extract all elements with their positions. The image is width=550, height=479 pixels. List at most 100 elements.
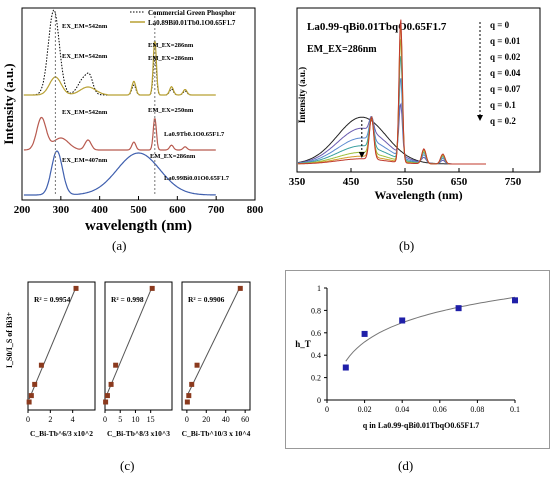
y-tick-label-d: 0	[317, 396, 321, 405]
subplot-frame-c	[181, 281, 251, 411]
annotation-a: EM_EX=250nm	[148, 107, 194, 114]
series-la-bi-tb-line	[23, 41, 216, 96]
caption-c: (c)	[120, 458, 135, 473]
series-la-bi-line	[23, 150, 216, 196]
x-axis-label-d: q in La0.99-qBi0.01TbqO0.65F1.7	[363, 421, 479, 430]
data-point-c	[103, 399, 109, 405]
annotation-a: EX_EM=542nm	[62, 109, 108, 116]
x-axis-label-c: C_Bi-Tb^8/3 x10^3	[107, 429, 170, 438]
annotation-a: La0.9Tb0.1O0.65F1.7	[164, 131, 225, 138]
annotation-a: EM_EX=286nm	[148, 55, 194, 62]
legend-label-b: q = 0	[490, 20, 510, 30]
plot-frame-a	[21, 7, 256, 201]
x-tick-label-b: 350	[289, 176, 306, 188]
data-point-d	[342, 364, 349, 371]
y-axis-label-b: Intensity (a.u.)	[297, 67, 307, 123]
r2-label-c: R² = 0.9954	[34, 295, 71, 304]
x-tick-label-b: 650	[451, 176, 468, 188]
chart-title-b: La0.99-qBi0.01TbqO0.65F1.7	[307, 21, 447, 33]
x-tick-label-c: 5	[118, 415, 122, 424]
y-tick-label-d: 1	[317, 284, 321, 293]
x-axis-label-c: C_Bi-Tb^6/3 x10^2	[30, 429, 93, 438]
caption-a: (a)	[112, 238, 127, 253]
x-tick-label-c: 20	[202, 415, 210, 424]
series-line-b	[298, 116, 486, 165]
data-point-c	[104, 393, 110, 399]
r2-label-c: R² = 0.998	[111, 295, 144, 304]
data-point-d	[512, 297, 518, 304]
x-tick-label-a: 400	[91, 204, 108, 216]
x-tick-label-a: 800	[247, 204, 264, 216]
annotation-a: EX_EM=542nm	[62, 23, 108, 30]
legend-label-commercial: Commercial Green Phosphor	[148, 9, 236, 17]
data-point-c	[237, 285, 243, 291]
arrow-head-470	[358, 152, 365, 158]
y-axis-label-d: h_T	[295, 339, 311, 349]
chart-a: 200 300 400 500 600 700 800 wavelength (nm) Inte…	[1, 7, 264, 234]
y-tick-label-d: 0.2	[311, 374, 321, 383]
data-point-c	[189, 381, 195, 387]
x-tick-label-c: 0	[26, 415, 30, 424]
annotation-a: EX_EM=407nm	[62, 157, 108, 164]
x-axis-label-a: wavelength (nm)	[85, 218, 192, 234]
data-point-d	[455, 305, 462, 312]
annotation-a: EM_EX=286nm	[148, 42, 194, 49]
x-tick-label-d: 0	[325, 405, 329, 414]
series-line-b	[298, 19, 486, 165]
panel-c: I_S0/I_S of Bi3+ 0 2 4 C_Bi-Tb^6/3 x10^2 R² =…	[0, 270, 270, 450]
series-line-b	[298, 39, 486, 165]
series-la-tb-line	[23, 116, 216, 151]
x-tick-label-c: 10	[131, 415, 139, 424]
fit-line-c	[28, 286, 77, 400]
data-point-d	[399, 317, 406, 324]
chart-c: I_S0/I_S of Bi3+ 0 2 4 C_Bi-Tb^6/3 x10^2 R² =…	[5, 281, 251, 438]
data-point-c	[149, 285, 155, 291]
legend-label-b: q = 0.07	[490, 84, 521, 94]
y-axis-label-c: I_S0/I_S of Bi3+	[5, 312, 14, 369]
x-tick-label-c: 15	[147, 415, 155, 424]
plot-frame-b	[296, 7, 541, 173]
x-tick-label-d: 0.1	[510, 405, 520, 414]
subplot-frame-c	[104, 281, 173, 411]
y-tick-label-d: 0.4	[311, 351, 321, 360]
x-tick-label-c: 0	[103, 415, 107, 424]
panel-a: 200 300 400 500 600 700 800 wavelength (nm) Inte…	[0, 0, 270, 240]
annotation-a: EX_EM=542nm	[62, 53, 108, 60]
data-point-c	[32, 381, 38, 387]
x-tick-label-c: 0	[185, 415, 189, 424]
x-tick-label-b: 450	[343, 176, 360, 188]
data-point-c	[38, 362, 44, 368]
x-tick-label-b: 750	[505, 176, 522, 188]
x-tick-label-a: 600	[169, 204, 186, 216]
legend-arrow-head	[477, 115, 483, 121]
x-tick-label-a: 700	[208, 204, 225, 216]
data-point-c	[73, 285, 79, 291]
data-point-c	[194, 362, 200, 368]
legend-label-b: q = 0.01	[490, 36, 521, 46]
fit-line-c	[105, 286, 153, 398]
data-point-c	[186, 393, 192, 399]
legend-label-la-bi-tb: La0.89Bi0.01Tb0.1O0.65F1.7	[148, 19, 236, 27]
chart-subtitle-b: EM_EX=286nm	[307, 44, 377, 55]
x-tick-label-a: 300	[53, 204, 70, 216]
r2-label-c: R² = 0.9906	[188, 295, 225, 304]
y-tick-label-d: 0.8	[311, 306, 321, 315]
legend-label-b: q = 0.2	[490, 116, 516, 126]
legend-label-b: q = 0.04	[490, 68, 521, 78]
x-tick-label-d: 0.08	[470, 405, 484, 414]
annotation-a: EM_EX=286nm	[150, 153, 196, 160]
y-axis-label-a: Intensity (a.u.)	[1, 63, 16, 144]
x-tick-label-c: 2	[48, 415, 52, 424]
panel-d: 0 0.2 0.4 0.6 0.8 1 0 0.02 0.04 0.06 0.08 0.1 q in L…	[285, 270, 550, 450]
x-tick-label-c: 60	[241, 415, 249, 424]
x-axis-label-b: Wavelength (nm)	[374, 188, 462, 202]
x-axis-label-c: C_Bi-Tb^10/3 x 10^4	[182, 429, 251, 438]
fit-line-c	[186, 286, 241, 396]
panel-b: 350 450 550 650 750 Wavelength (nm) Intensity …	[285, 0, 550, 240]
fit-curve-d	[345, 296, 516, 362]
data-point-d	[361, 330, 368, 337]
y-tick-label-d: 0.6	[311, 329, 321, 338]
x-tick-label-a: 500	[130, 204, 147, 216]
x-tick-label-d: 0.06	[433, 405, 447, 414]
chart-d: 0 0.2 0.4 0.6 0.8 1 0 0.02 0.04 0.06 0.08 0.1 q in L…	[285, 270, 550, 449]
